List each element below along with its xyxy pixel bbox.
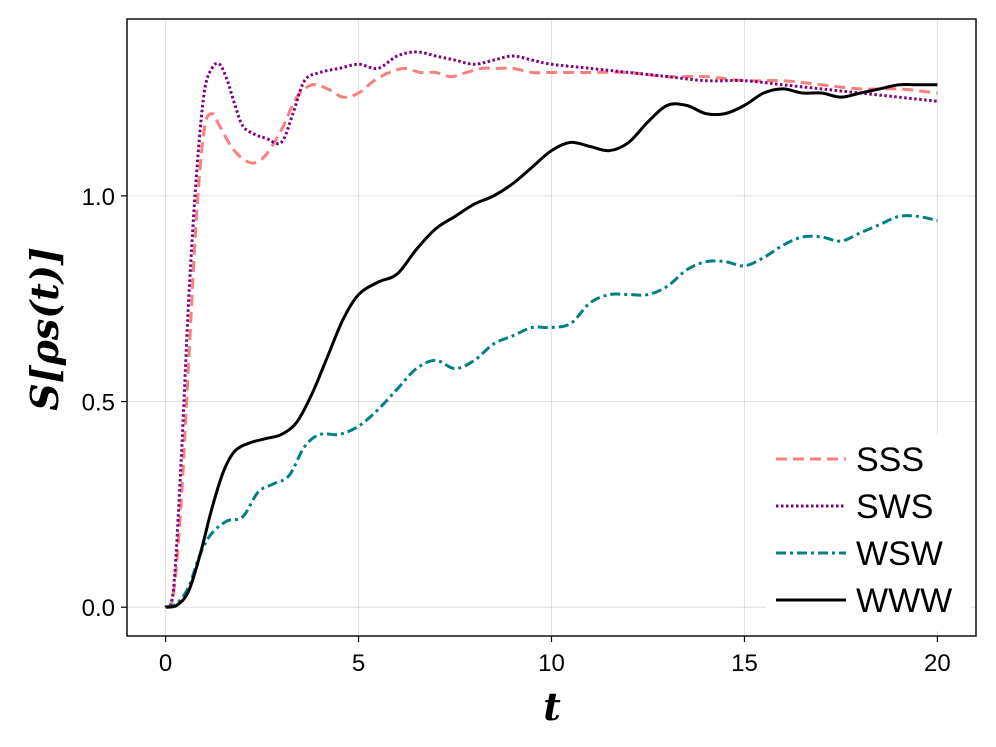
legend-label-sss: SSS bbox=[856, 441, 924, 479]
x-tick-label: 15 bbox=[731, 650, 758, 677]
x-tick-label: 0 bbox=[159, 650, 172, 677]
legend: SSS SWS WSW WWW bbox=[766, 435, 971, 631]
y-tick-label: 1.0 bbox=[82, 184, 115, 211]
x-tick-label: 10 bbox=[538, 650, 565, 677]
series-layer bbox=[164, 50, 938, 609]
series-line-wsw bbox=[165, 214, 938, 609]
y-tick-label: 0.0 bbox=[82, 595, 115, 622]
x-axis-title: t bbox=[543, 684, 561, 729]
legend-box bbox=[766, 435, 971, 631]
ticks bbox=[121, 195, 939, 642]
x-tick-label: 20 bbox=[924, 650, 951, 677]
legend-label-wsw: WSW bbox=[856, 535, 943, 573]
legend-label-www: WWW bbox=[856, 582, 952, 620]
y-axis-title: S[ρs(t)] bbox=[22, 247, 67, 411]
x-tick-label: 5 bbox=[352, 650, 365, 677]
series-line-sws bbox=[164, 50, 938, 609]
legend-label-sws: SWS bbox=[856, 488, 933, 526]
y-tick-label: 0.5 bbox=[82, 390, 115, 417]
series-line-sss bbox=[164, 66, 938, 609]
tick-labels: 0 5 10 15 20 0.0 0.5 1.0 bbox=[82, 184, 951, 677]
series-line-www bbox=[165, 83, 938, 609]
